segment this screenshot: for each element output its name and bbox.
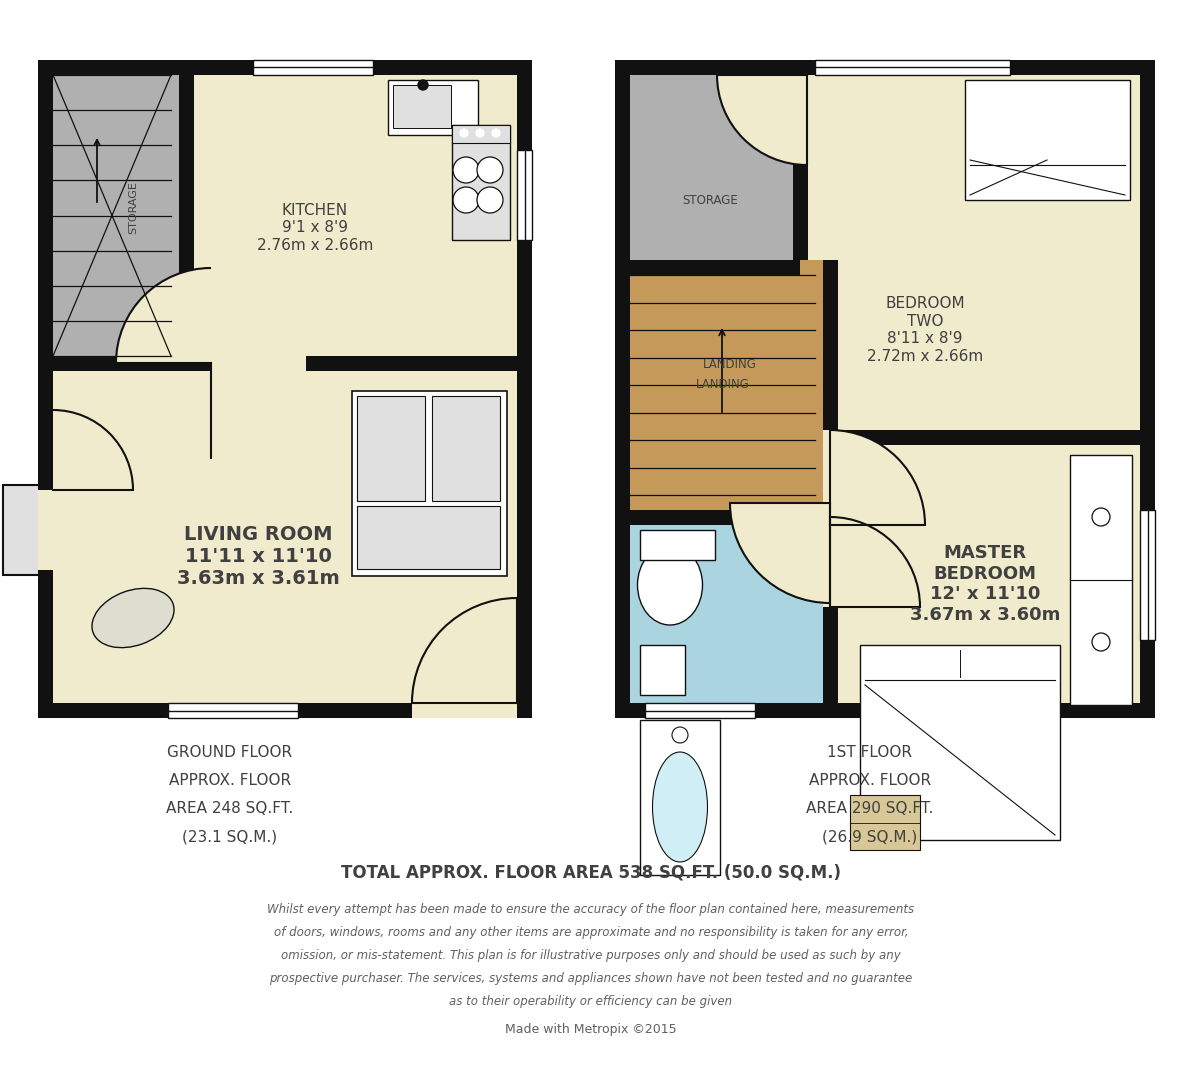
Bar: [412, 703, 517, 718]
Circle shape: [460, 129, 468, 137]
Text: APPROX. FLOOR: APPROX. FLOOR: [169, 773, 291, 788]
Bar: [631, 260, 800, 275]
Wedge shape: [412, 598, 517, 703]
Bar: [186, 356, 211, 372]
Bar: [615, 703, 1155, 718]
Text: as to their operability or efficiency can be given: as to their operability or efficiency ca…: [450, 995, 732, 1008]
Circle shape: [477, 187, 503, 213]
Ellipse shape: [653, 752, 707, 862]
Bar: [1069, 455, 1132, 705]
Bar: [631, 510, 830, 525]
Bar: [168, 703, 298, 718]
Circle shape: [418, 80, 428, 90]
Text: LIVING ROOM
11'11 x 11'10
3.63m x 3.61m: LIVING ROOM 11'11 x 11'10 3.63m x 3.61m: [176, 526, 340, 589]
Circle shape: [492, 129, 500, 137]
Text: 1ST FLOOR: 1ST FLOOR: [827, 745, 912, 760]
Bar: [793, 75, 808, 165]
Circle shape: [1092, 633, 1110, 651]
Bar: [357, 396, 425, 501]
Text: AREA 248 SQ.FT.: AREA 248 SQ.FT.: [167, 801, 293, 816]
Bar: [823, 260, 838, 718]
Circle shape: [453, 187, 479, 213]
Bar: [517, 150, 532, 240]
Bar: [452, 125, 510, 240]
Circle shape: [1092, 508, 1110, 526]
Bar: [38, 703, 532, 718]
Text: LANDING: LANDING: [696, 378, 750, 391]
Bar: [179, 75, 194, 356]
Text: APPROX. FLOOR: APPROX. FLOOR: [809, 773, 931, 788]
Bar: [830, 430, 1140, 445]
Circle shape: [477, 157, 503, 183]
Bar: [1140, 510, 1155, 640]
Bar: [615, 60, 800, 260]
Text: prospective purchaser. The services, systems and appliances shown have not been : prospective purchaser. The services, sys…: [270, 972, 912, 985]
Bar: [517, 60, 532, 718]
Bar: [645, 703, 755, 718]
Circle shape: [672, 727, 689, 743]
Bar: [823, 517, 838, 607]
Wedge shape: [53, 410, 132, 490]
Wedge shape: [830, 430, 925, 525]
Bar: [253, 60, 373, 75]
Bar: [640, 530, 715, 561]
Ellipse shape: [638, 545, 703, 625]
Text: STORAGE: STORAGE: [128, 181, 138, 234]
Bar: [38, 490, 53, 570]
Wedge shape: [116, 268, 211, 363]
Ellipse shape: [92, 589, 174, 648]
Text: MASTER
BEDROOM
12' x 11'10
3.67m x 3.60m: MASTER BEDROOM 12' x 11'10 3.67m x 3.60m: [910, 544, 1060, 624]
Bar: [353, 391, 508, 576]
Bar: [615, 260, 830, 510]
Bar: [860, 645, 1060, 840]
Text: KITCHEN
9'1 x 8'9
2.76m x 2.66m: KITCHEN 9'1 x 8'9 2.76m x 2.66m: [257, 203, 373, 253]
Circle shape: [476, 129, 484, 137]
Bar: [393, 85, 451, 129]
Text: TOTAL APPROX. FLOOR AREA 538 SQ.FT. (50.0 SQ.M.): TOTAL APPROX. FLOOR AREA 538 SQ.FT. (50.…: [341, 863, 841, 881]
Text: Made with Metropix ©2015: Made with Metropix ©2015: [505, 1023, 677, 1036]
Text: Whilst every attempt has been made to ensure the accuracy of the floor plan cont: Whilst every attempt has been made to en…: [267, 903, 914, 916]
Text: GROUND FLOOR: GROUND FLOOR: [168, 745, 292, 760]
Bar: [388, 80, 478, 135]
Bar: [615, 60, 1155, 718]
Text: STORAGE: STORAGE: [683, 193, 738, 206]
Text: of doors, windows, rooms and any other items are approximate and no responsibili: of doors, windows, rooms and any other i…: [273, 926, 909, 939]
Bar: [615, 60, 1155, 75]
Bar: [432, 396, 500, 501]
Bar: [815, 60, 1010, 75]
Bar: [640, 645, 685, 696]
Bar: [965, 80, 1130, 200]
Bar: [38, 60, 532, 718]
Bar: [851, 795, 920, 850]
Text: LANDING: LANDING: [703, 359, 757, 372]
Bar: [1140, 60, 1155, 718]
Text: (26.9 SQ.M.): (26.9 SQ.M.): [822, 829, 918, 843]
Bar: [615, 60, 631, 718]
Bar: [615, 510, 830, 718]
Bar: [452, 125, 510, 143]
Text: BEDROOM
TWO
8'11 x 8'9
2.72m x 2.66m: BEDROOM TWO 8'11 x 8'9 2.72m x 2.66m: [867, 296, 983, 364]
Wedge shape: [830, 517, 920, 607]
Bar: [640, 720, 720, 875]
Bar: [823, 503, 838, 603]
Bar: [4, 485, 40, 575]
Text: omission, or mis-statement. This plan is for illustrative purposes only and shou: omission, or mis-statement. This plan is…: [282, 949, 901, 962]
Bar: [793, 75, 808, 260]
Text: AREA 290 SQ.FT.: AREA 290 SQ.FT.: [807, 801, 933, 816]
Wedge shape: [730, 503, 830, 603]
Bar: [38, 60, 532, 75]
Bar: [53, 356, 186, 372]
Circle shape: [453, 157, 479, 183]
Bar: [38, 60, 186, 356]
Bar: [38, 60, 53, 718]
Bar: [823, 430, 838, 525]
Wedge shape: [717, 75, 807, 165]
Bar: [306, 356, 517, 372]
Text: (23.1 SQ.M.): (23.1 SQ.M.): [182, 829, 278, 843]
Bar: [357, 507, 500, 569]
